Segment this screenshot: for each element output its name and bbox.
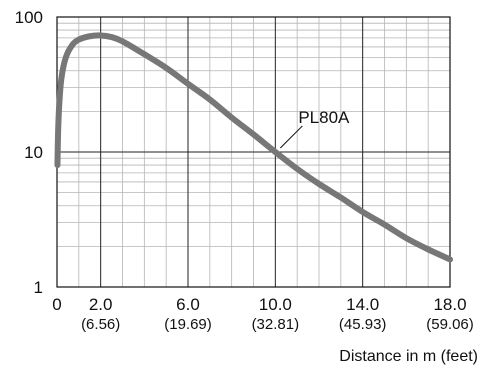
x-tick-sublabel: (6.56) bbox=[81, 316, 120, 333]
x-tick-label: 6.0 bbox=[176, 295, 200, 314]
y-tick-label: 10 bbox=[24, 143, 43, 162]
x-tick-sublabel: (19.69) bbox=[164, 316, 212, 333]
x-tick-label: 2.0 bbox=[89, 295, 113, 314]
series-line-pl80a bbox=[54, 32, 453, 263]
x-axis-title: Distance in m (feet) bbox=[339, 348, 478, 365]
x-tick-sublabel: (59.06) bbox=[426, 316, 474, 333]
y-tick-labels: 1 10 100 bbox=[15, 8, 43, 297]
x-tick-sublabel: (32.81) bbox=[252, 316, 300, 333]
y-tick-label: 1 bbox=[34, 278, 43, 297]
x-tick-label: 10.0 bbox=[259, 295, 292, 314]
x-tick-sublabel: (45.93) bbox=[339, 316, 387, 333]
x-tick-label: 14.0 bbox=[346, 295, 379, 314]
y-tick-label: 100 bbox=[15, 8, 43, 27]
x-tick-label: 0 bbox=[52, 295, 61, 314]
annotation-layer: PL80A bbox=[279, 108, 350, 149]
x-tick-labels: 0 2.0 (6.56) 6.0 (19.69) 10.0 (32.81) 14.0 (45.9… bbox=[52, 295, 474, 333]
annotation-leader-line bbox=[279, 125, 303, 149]
series-layer bbox=[54, 32, 453, 263]
series-annotation-label: PL80A bbox=[298, 108, 350, 127]
x-tick-label: 18.0 bbox=[433, 295, 466, 314]
